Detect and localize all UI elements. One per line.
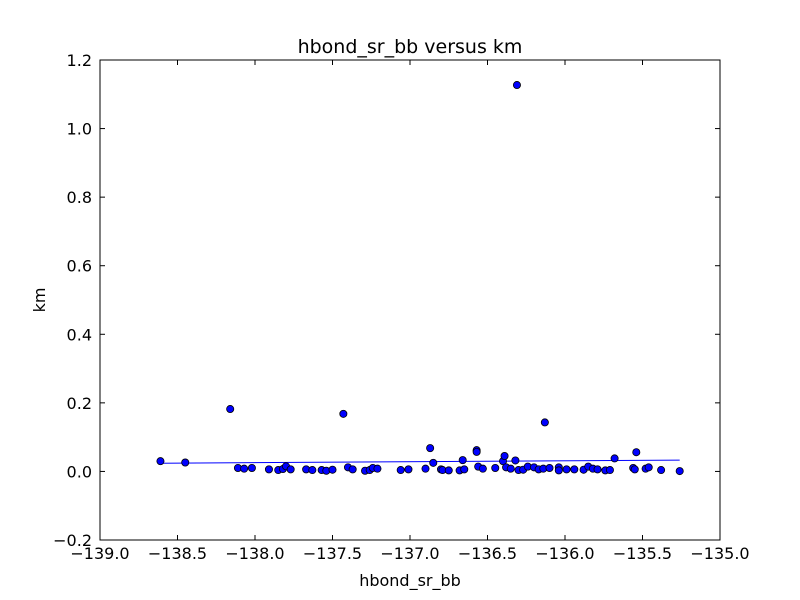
- data-point: [554, 466, 563, 475]
- y-tick-label: 0.4: [67, 325, 92, 344]
- data-point: [478, 464, 487, 473]
- data-point: [373, 464, 382, 473]
- data-point: [328, 465, 337, 474]
- x-tick-label: −136.5: [458, 544, 517, 563]
- data-point: [308, 466, 317, 475]
- data-point: [429, 458, 438, 467]
- data-point: [396, 466, 405, 475]
- fit-line: [160, 459, 680, 464]
- y-tick-label: 1.2: [67, 51, 92, 70]
- data-point: [511, 456, 520, 465]
- x-tick-label: −138.5: [148, 544, 207, 563]
- data-point: [444, 466, 453, 475]
- data-point: [540, 418, 549, 427]
- data-point: [181, 458, 190, 467]
- data-point: [491, 463, 500, 472]
- data-point: [460, 465, 469, 474]
- data-point: [605, 466, 614, 475]
- y-axis-label: km: [30, 288, 49, 313]
- data-point: [506, 464, 515, 473]
- data-point: [247, 463, 256, 472]
- y-tick-label: 0.2: [67, 394, 92, 413]
- data-point: [426, 444, 435, 453]
- data-point: [404, 465, 413, 474]
- data-point: [610, 454, 619, 463]
- data-point: [630, 465, 639, 474]
- data-point: [240, 464, 249, 473]
- data-point: [286, 465, 295, 474]
- data-point: [644, 463, 653, 472]
- data-point: [472, 447, 481, 456]
- data-point: [339, 409, 348, 418]
- x-axis-label: hbond_sr_bb: [359, 571, 461, 591]
- data-point: [421, 464, 430, 473]
- y-tick-label: 0.6: [67, 257, 92, 276]
- y-tick-label: 0.8: [67, 188, 92, 207]
- data-point: [458, 456, 467, 465]
- y-tick-label: 0.0: [67, 462, 92, 481]
- data-point: [500, 451, 509, 460]
- data-point: [226, 405, 235, 414]
- x-tick-label: −135.5: [613, 544, 672, 563]
- y-tick-label: 1.0: [67, 120, 92, 139]
- data-point: [562, 465, 571, 474]
- data-point: [156, 457, 165, 466]
- x-tick-label: −136.0: [535, 544, 594, 563]
- data-point: [512, 81, 521, 90]
- x-tick-label: −138.0: [225, 544, 284, 563]
- data-point: [657, 466, 666, 475]
- data-point: [264, 465, 273, 474]
- data-point: [675, 467, 684, 476]
- data-point: [545, 463, 554, 472]
- chart-title: hbond_sr_bb versus km: [298, 36, 523, 58]
- data-point: [570, 465, 579, 474]
- data-point: [632, 448, 641, 457]
- data-point: [593, 465, 602, 474]
- x-tick-label: −139.0: [70, 544, 129, 563]
- y-tick-label: −0.2: [53, 531, 92, 550]
- x-tick-label: −137.5: [303, 544, 362, 563]
- data-point: [348, 465, 357, 474]
- x-tick-label: −137.0: [380, 544, 439, 563]
- x-tick-label: −135.0: [690, 544, 749, 563]
- plot-area: −139.0 −138.5 −138.0 −137.5 −137.0 −136.5 −136…: [53, 51, 749, 563]
